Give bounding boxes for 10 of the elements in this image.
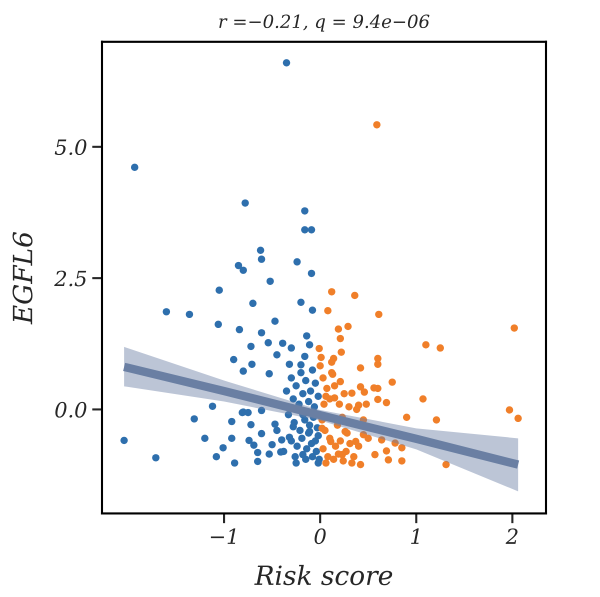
y-tick-label: 5.0 — [54, 139, 86, 156]
x-tick-label: 0 — [314, 528, 326, 544]
x-tick-label: −1 — [210, 528, 236, 544]
chart-title: r =−0.21, q = 9.4e−06 — [219, 14, 430, 32]
x-tick-label: 1 — [411, 528, 419, 544]
y-tick-label: 2.5 — [54, 270, 86, 286]
x-axis-title: Risk score — [254, 564, 392, 586]
y-tick-label: 0.0 — [55, 402, 86, 418]
y-axis-title: EGFL6 — [12, 232, 33, 324]
x-tick-label: 2 — [506, 528, 518, 544]
